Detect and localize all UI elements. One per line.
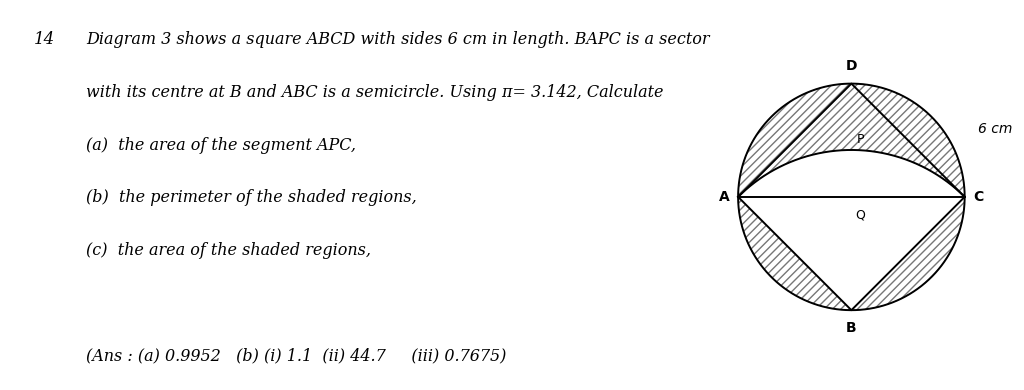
Text: A: A	[719, 190, 730, 204]
Text: (b)  the perimeter of the shaded regions,: (b) the perimeter of the shaded regions,	[86, 189, 417, 206]
Text: P: P	[857, 133, 864, 146]
Text: (c)  the area of the shaded regions,: (c) the area of the shaded regions,	[86, 242, 371, 259]
Text: 6 cm: 6 cm	[978, 122, 1013, 136]
Polygon shape	[738, 83, 965, 197]
Text: (a)  the area of the segment APC,: (a) the area of the segment APC,	[86, 136, 356, 154]
Polygon shape	[738, 197, 851, 310]
Text: (Ans : (a) 0.9952   (b) (i) 1.1  (ii) 44.7     (iii) 0.7675): (Ans : (a) 0.9952 (b) (i) 1.1 (ii) 44.7 …	[86, 347, 506, 364]
Text: C: C	[973, 190, 983, 204]
Text: with its centre at B and ABC is a semicircle. Using π= 3.142, Calculate: with its centre at B and ABC is a semici…	[86, 84, 664, 101]
Text: Diagram 3 shows a square ABCD with sides 6 cm in length. BAPC is a sector: Diagram 3 shows a square ABCD with sides…	[86, 31, 710, 48]
Polygon shape	[851, 197, 965, 310]
Text: B: B	[846, 321, 857, 335]
Text: Q: Q	[855, 208, 865, 221]
Text: 14: 14	[34, 31, 55, 48]
Text: D: D	[846, 59, 857, 73]
